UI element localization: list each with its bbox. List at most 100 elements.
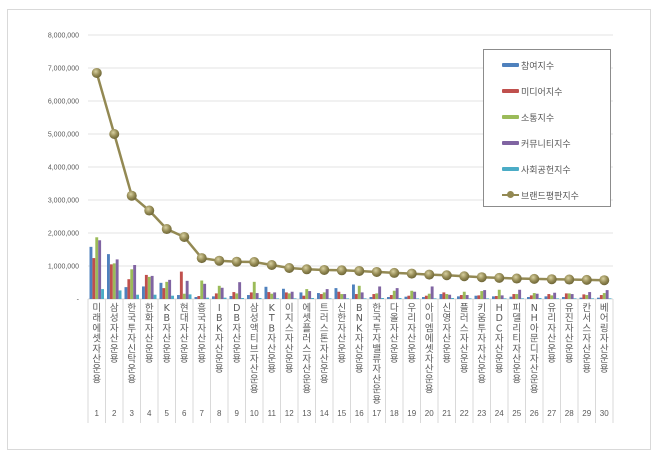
bar: [337, 291, 341, 299]
svg-text:자: 자: [180, 323, 189, 334]
svg-text:티: 티: [250, 334, 259, 345]
legend-item-media: 미디어지수: [502, 84, 562, 98]
svg-text:산: 산: [232, 334, 241, 345]
social-swatch-icon: [502, 167, 519, 171]
svg-text:운: 운: [250, 374, 259, 385]
bar: [553, 292, 557, 299]
svg-text:아: 아: [530, 323, 539, 334]
svg-text:운: 운: [197, 344, 206, 355]
svg-text:톤: 톤: [320, 334, 329, 345]
bar: [249, 292, 253, 299]
svg-text:키: 키: [477, 303, 486, 314]
line-marker: [301, 264, 312, 275]
svg-text:자: 자: [250, 354, 259, 365]
bar: [529, 295, 533, 299]
bar: [398, 298, 402, 299]
legend-label: 미디어지수: [521, 87, 563, 98]
svg-text:운: 운: [582, 354, 591, 365]
svg-text:자: 자: [495, 334, 504, 345]
bar: [500, 295, 504, 299]
svg-text:용: 용: [512, 374, 521, 385]
svg-text:서: 서: [582, 313, 591, 324]
bar: [98, 240, 102, 299]
bar: [562, 297, 565, 299]
svg-text:산: 산: [600, 344, 609, 355]
svg-text:탁: 탁: [127, 353, 136, 365]
svg-text:용: 용: [197, 354, 206, 365]
svg-text:엠: 엠: [425, 322, 434, 334]
bar: [427, 293, 431, 299]
svg-text:우: 우: [407, 303, 416, 314]
bar: [177, 295, 180, 299]
svg-text:산: 산: [460, 344, 469, 355]
svg-text:현: 현: [180, 303, 189, 314]
svg-text:D: D: [233, 303, 240, 314]
svg-text:운: 운: [162, 344, 171, 355]
bar: [136, 294, 139, 299]
bar: [144, 274, 148, 299]
svg-text:자: 자: [460, 334, 469, 345]
svg-text:자: 자: [127, 334, 136, 345]
line-marker: [284, 262, 295, 273]
line-marker: [319, 264, 330, 275]
rank-number: 17: [372, 409, 381, 418]
bar: [369, 297, 373, 299]
bar: [354, 294, 358, 299]
svg-text:유: 유: [547, 303, 556, 314]
bar: [328, 298, 332, 299]
chart-legend: 참여지수 미디어지수 소통지수 커뮤니티지수 사회공헌지수 브랜드평판지수: [483, 49, 611, 207]
svg-text:국: 국: [372, 313, 381, 324]
bar: [404, 296, 408, 299]
svg-text:운: 운: [600, 354, 609, 365]
svg-text:신: 신: [127, 344, 136, 355]
rank-number: 3: [130, 409, 135, 418]
svg-text:자: 자: [512, 344, 521, 355]
bar: [311, 298, 314, 299]
svg-text:리: 리: [512, 323, 521, 334]
svg-text:산: 산: [530, 364, 539, 375]
svg-text:운: 운: [407, 344, 416, 355]
svg-text:자: 자: [425, 354, 434, 365]
svg-text:자: 자: [477, 334, 486, 345]
bar: [127, 279, 131, 299]
bar: [462, 291, 466, 299]
bar: [573, 298, 577, 299]
svg-text:산: 산: [197, 334, 206, 345]
svg-text:움: 움: [477, 313, 486, 324]
svg-text:국: 국: [197, 313, 206, 324]
rank-number: 4: [147, 409, 152, 418]
bar-series: [98, 240, 609, 299]
y-tick-label: -: [77, 297, 80, 304]
svg-text:운: 운: [565, 344, 574, 355]
rank-number: 12: [285, 409, 294, 418]
bar: [147, 276, 151, 299]
bar: [185, 280, 189, 299]
bar: [101, 289, 104, 299]
bar: [322, 292, 326, 299]
svg-text:류: 류: [372, 354, 381, 365]
svg-text:운: 운: [215, 354, 224, 365]
line-marker: [249, 257, 260, 268]
legend-item-participation: 참여지수: [502, 58, 554, 72]
svg-text:신: 신: [337, 303, 346, 314]
svg-text:용: 용: [285, 364, 294, 375]
rank-number: 25: [512, 409, 521, 418]
bar: [521, 298, 524, 299]
svg-text:자: 자: [197, 323, 206, 334]
bar: [410, 290, 414, 299]
bar: [334, 288, 338, 299]
svg-text:국: 국: [127, 313, 136, 324]
svg-text:산: 산: [180, 334, 189, 345]
rank-number: 14: [320, 409, 329, 418]
svg-text:산: 산: [267, 344, 276, 355]
y-tick-label: 3,000,000: [48, 198, 79, 205]
svg-text:리: 리: [547, 313, 556, 324]
svg-text:용: 용: [320, 374, 329, 385]
